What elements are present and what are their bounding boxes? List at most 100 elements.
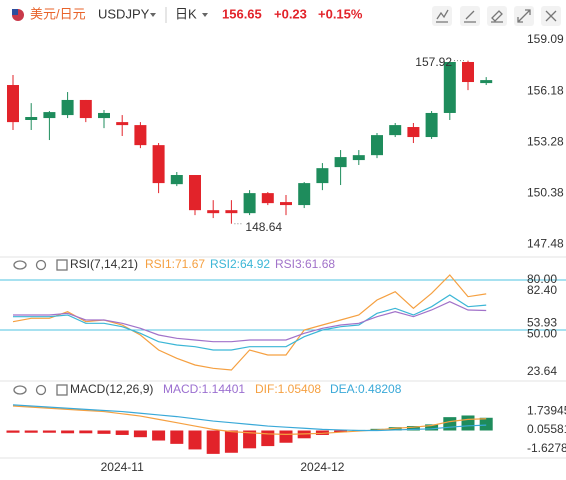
candle-body (243, 193, 256, 214)
x-tick-label: 2024-12 (300, 460, 344, 474)
candle-body (462, 61, 474, 83)
candle-body (170, 175, 183, 185)
candle-body (207, 210, 220, 214)
candle-body (389, 125, 402, 136)
y-tick-label: 147.48 (527, 236, 564, 250)
macd-bar (425, 424, 439, 431)
macd-bar (224, 430, 238, 453)
change: +0.23 (274, 6, 307, 21)
eye-icon[interactable] (13, 385, 27, 395)
dropdown-icon[interactable] (202, 13, 208, 17)
candle-body (443, 61, 456, 113)
macd-bar (97, 430, 111, 434)
close-icon (545, 10, 557, 22)
y-tick-label: 159.09 (527, 32, 564, 46)
candle-body (280, 202, 292, 206)
candle-body (116, 122, 129, 126)
rsi-line (13, 301, 487, 343)
y-tick-label: 82.40 (527, 283, 557, 297)
macd-bar (6, 430, 20, 433)
settings-icon[interactable] (35, 384, 47, 396)
draw-button[interactable] (432, 6, 452, 26)
x-tick-label: 2024-11 (101, 460, 144, 474)
rsi-line (13, 294, 487, 351)
candle-body (480, 80, 493, 84)
macd-bar (261, 430, 275, 447)
candle-body (298, 183, 311, 206)
candle-body (407, 127, 420, 138)
legend-entry: RSI1:71.67 (145, 257, 205, 271)
candle-body (352, 155, 365, 161)
y-tick-label: 156.18 (527, 83, 564, 97)
indicator-icon[interactable] (56, 259, 68, 271)
macd-bar (334, 430, 348, 433)
y-tick-label: 80.00 (527, 272, 557, 286)
candle-body (134, 125, 147, 146)
rsi-header-icons (13, 259, 68, 271)
draw-icon (436, 9, 449, 23)
price: 156.65 (222, 6, 262, 21)
rsi-line (12, 274, 487, 371)
erase-button[interactable] (487, 6, 507, 26)
candle-body (61, 99, 74, 116)
y-tick-label: 0.05581 (527, 422, 566, 436)
macd-bar (24, 430, 38, 433)
erase-icon (491, 10, 503, 23)
macd-bar (279, 430, 293, 443)
candle-body (152, 145, 165, 184)
macd-bar (406, 426, 420, 431)
y-tick-label: 1.73945 (527, 403, 566, 417)
flag-canton (12, 9, 18, 15)
dropdown-icon[interactable] (150, 13, 156, 17)
legend-entry: DEA:0.48208 (330, 382, 402, 396)
fullscreen-icon (517, 9, 531, 23)
brush-button[interactable] (460, 6, 480, 26)
macd-bar (206, 430, 220, 454)
macd-line (12, 405, 487, 436)
y-tick-label: 50.00 (527, 327, 557, 341)
macd-line (12, 404, 487, 432)
candle-body (98, 112, 110, 119)
brush-icon (464, 10, 476, 23)
candle-body (334, 157, 347, 168)
candle-body (25, 117, 38, 120)
eye-icon[interactable] (13, 260, 27, 270)
macd-bar (461, 415, 475, 431)
max-label: 157.92 (415, 55, 452, 69)
legend-entry: RSI2:64.92 (210, 257, 270, 271)
candle-body (316, 168, 329, 184)
y-tick-label: -1.62783 (527, 441, 566, 455)
macd-bar (170, 430, 184, 444)
legend-entry: MACD:1.14401 (163, 382, 245, 396)
settings-icon[interactable] (35, 259, 47, 271)
period[interactable]: 日K (175, 6, 197, 21)
min-label: 148.64 (245, 220, 282, 234)
macd-bar (152, 430, 166, 441)
macd-bar (115, 430, 129, 435)
indicator-title: RSI(7,14,21) (70, 257, 138, 271)
macd-bar (133, 430, 147, 438)
symbol[interactable]: USDJPY (98, 6, 150, 21)
pair-name[interactable]: 美元/日元 (30, 6, 86, 21)
legend-entry: DIF:1.05408 (255, 382, 321, 396)
y-tick-label: 53.93 (527, 316, 557, 330)
candle-body (371, 135, 383, 156)
y-tick-label: 23.64 (527, 364, 557, 378)
macd-bar (42, 430, 56, 433)
legend-entry: RSI3:61.68 (275, 257, 335, 271)
candle-body (225, 210, 238, 214)
macd-bar (79, 430, 93, 434)
candle-body (189, 175, 201, 211)
candle-body (43, 112, 56, 119)
macd-bar (188, 430, 202, 450)
candle-body (7, 85, 19, 123)
indicator-icon[interactable] (56, 384, 68, 396)
header: 美元/日元 USDJPY 日K 156.65 +0.23 +0.15% (12, 6, 561, 26)
macd-bar (243, 430, 257, 449)
indicator-title: MACD(12,26,9) (70, 382, 153, 396)
macd-bar (443, 417, 457, 431)
candle-body (261, 193, 274, 204)
candle-body (425, 112, 438, 138)
candle-body (79, 99, 92, 119)
